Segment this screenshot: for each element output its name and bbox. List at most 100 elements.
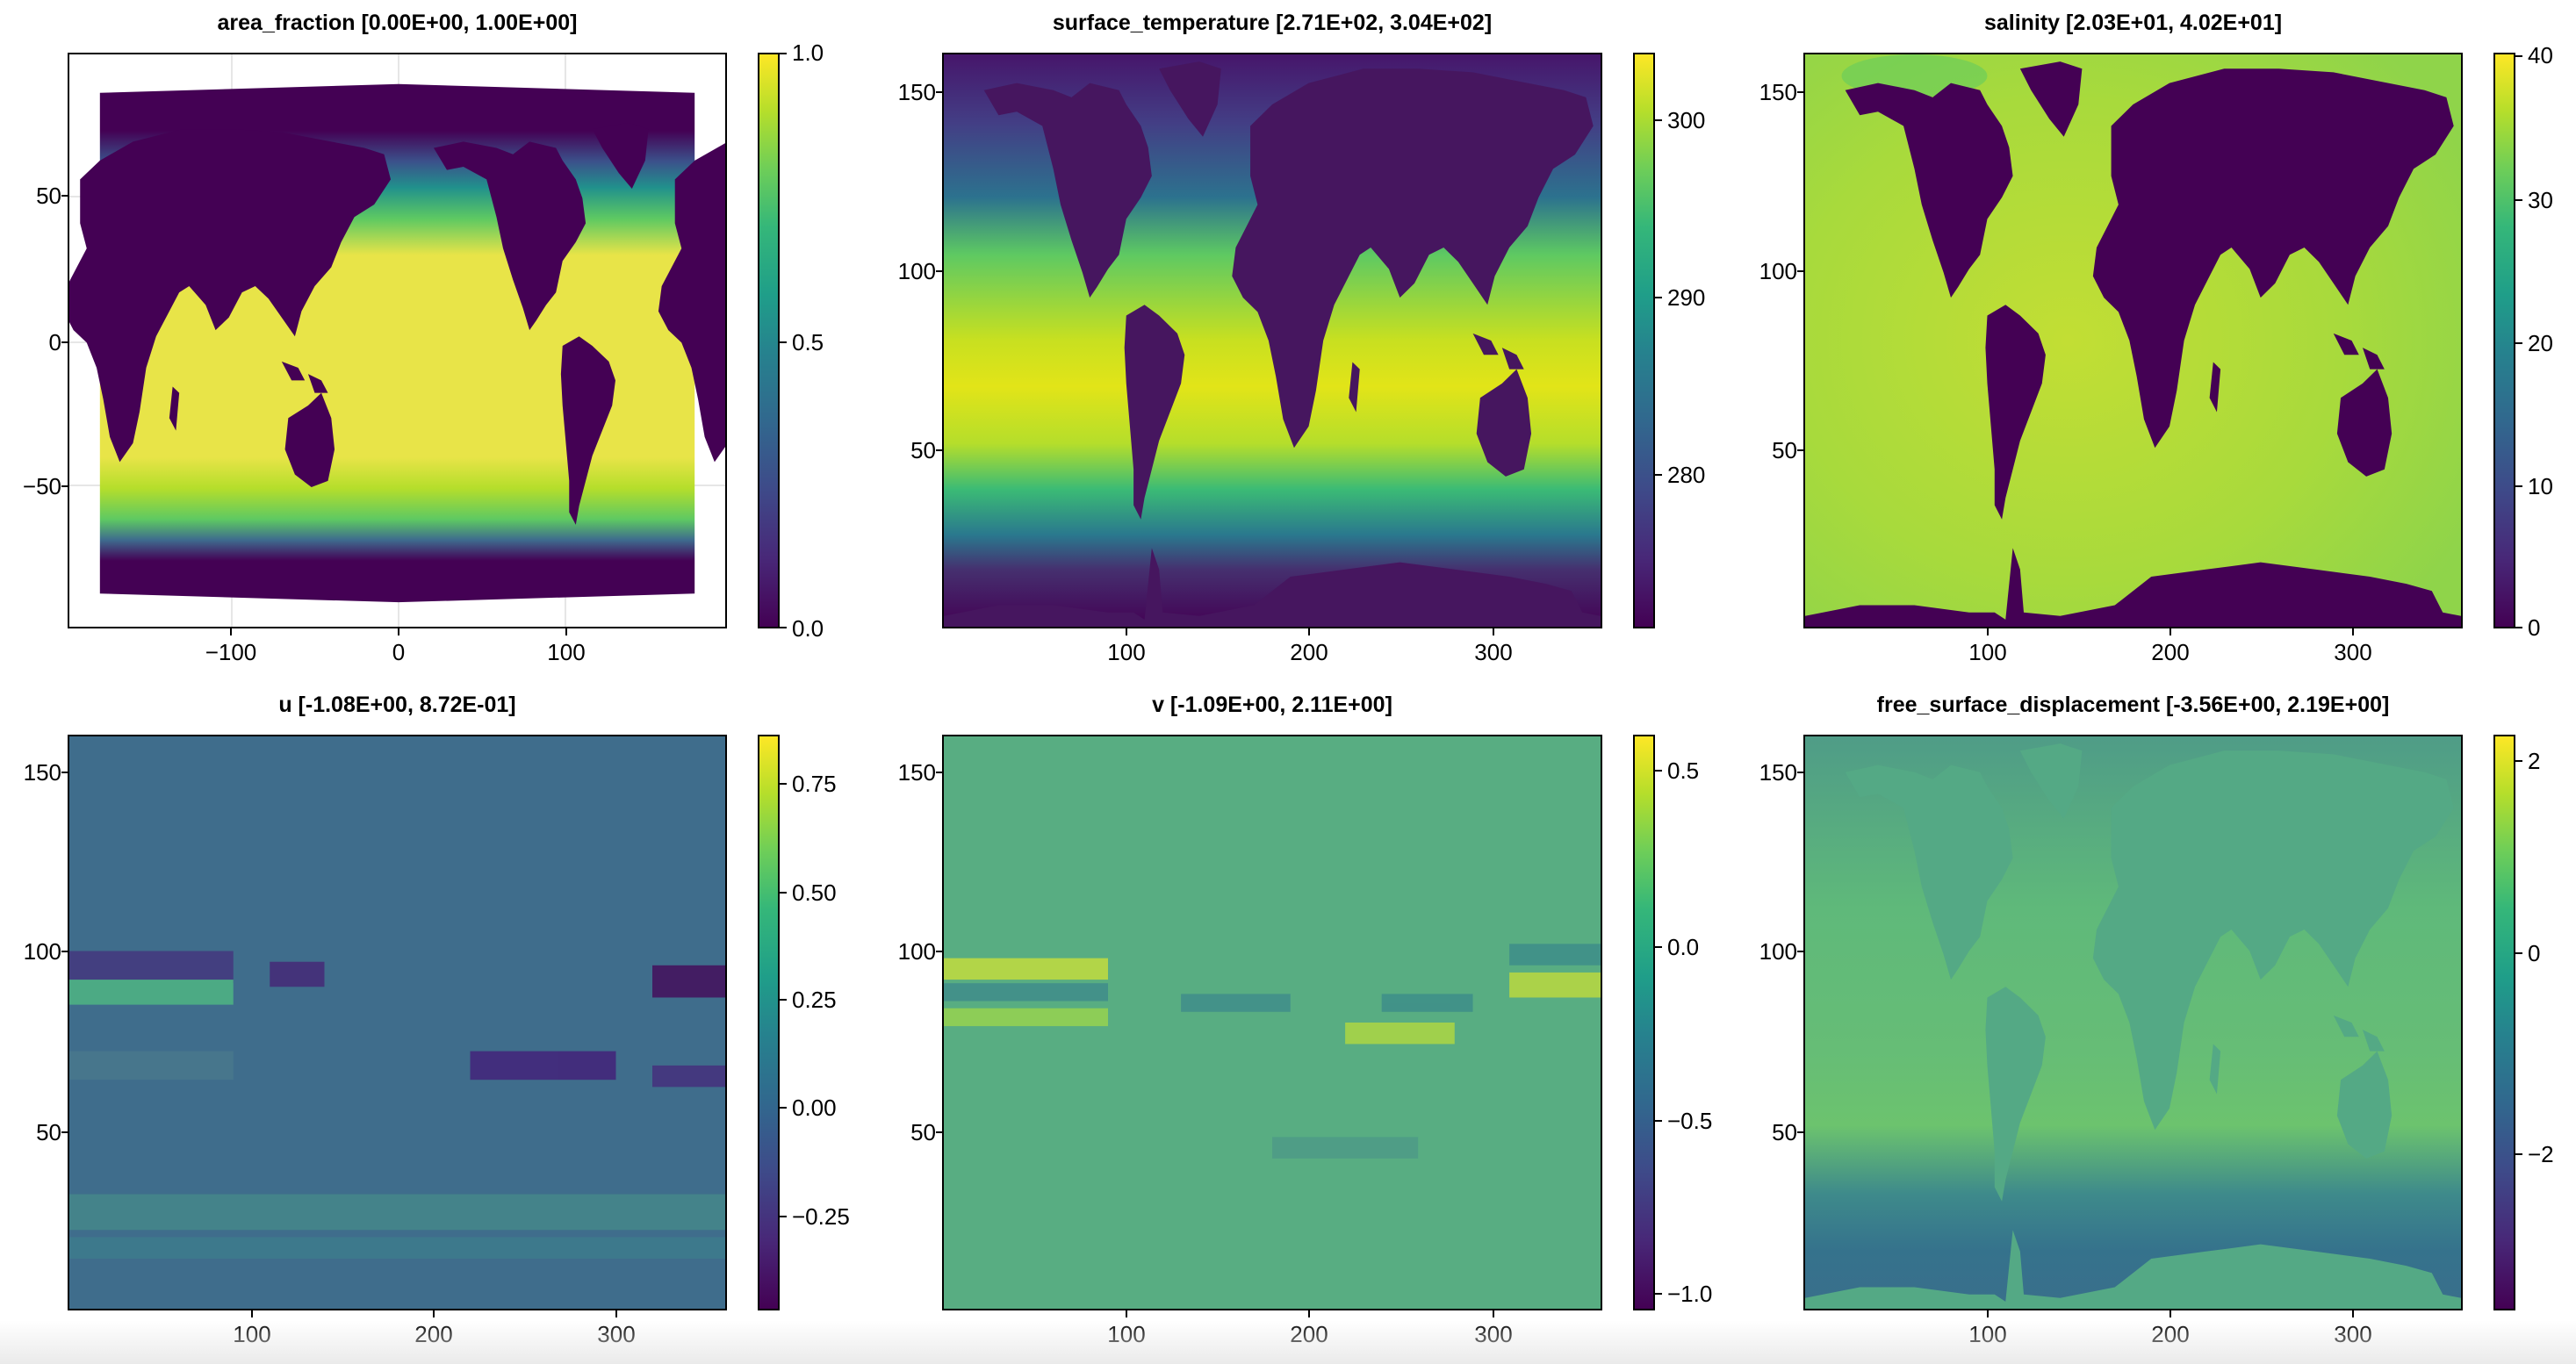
v-velocity-map <box>944 736 1601 1309</box>
ytick-label: 50 <box>36 1119 61 1145</box>
heatmap-axes[interactable] <box>942 735 1602 1310</box>
colorbar-tick <box>1655 474 1662 476</box>
colorbar-tick-label: 0.75 <box>792 771 837 797</box>
u-velocity-map <box>69 736 725 1309</box>
ytick-mark <box>61 772 68 773</box>
colorbar-tick <box>2515 1153 2522 1155</box>
xtick-label: 100 <box>1968 1321 2007 1347</box>
xtick-label: 100 <box>547 639 586 665</box>
colorbar-tick <box>780 999 787 1001</box>
ytick-label: 50 <box>1772 1119 1797 1145</box>
colorbar-tick <box>2515 485 2522 487</box>
panel-title: area_fraction [0.00E+00, 1.00E+00] <box>217 11 578 35</box>
colorbar-tick <box>780 1107 787 1109</box>
colorbar-tick-label: 10 <box>2528 473 2553 499</box>
xtick-label: 100 <box>1107 1321 1146 1347</box>
ytick-mark <box>936 1131 942 1133</box>
colorbar-tick <box>780 783 787 785</box>
ytick-mark <box>1797 772 1803 773</box>
xtick-mark <box>433 1310 435 1317</box>
ytick-mark <box>1797 270 1803 272</box>
ytick-mark <box>1797 449 1803 451</box>
xtick-mark <box>565 628 567 635</box>
xtick-mark <box>1126 1310 1127 1317</box>
colorbar-tick-label: 0.0 <box>1667 934 1700 960</box>
ytick-mark <box>61 951 68 952</box>
heatmap-axes[interactable] <box>1803 53 2463 628</box>
colorbar <box>2493 53 2515 628</box>
colorbar-tick-label: 0 <box>2528 940 2541 966</box>
ytick-label: 100 <box>23 938 61 965</box>
heatmap-axes[interactable] <box>942 53 1602 628</box>
ytick-label: 150 <box>1759 79 1797 105</box>
heatmap-axes[interactable] <box>68 53 727 628</box>
ytick-mark <box>61 341 68 343</box>
colorbar-tick <box>1655 1293 1662 1295</box>
colorbar-tick <box>2515 627 2522 628</box>
xtick-label: 200 <box>414 1321 453 1347</box>
xtick-mark <box>1493 1310 1494 1317</box>
panel-title: u [-1.08E+00, 8.72E-01] <box>278 693 516 717</box>
colorbar-tick-label: 300 <box>1667 107 1706 133</box>
xtick-mark <box>251 1310 253 1317</box>
ytick-mark <box>1797 1131 1803 1133</box>
colorbar-tick-label: 280 <box>1667 462 1706 488</box>
xtick-mark <box>1308 628 1310 635</box>
ytick-label: 50 <box>36 183 61 209</box>
ytick-label: 50 <box>1772 437 1797 463</box>
colorbar-tick <box>2515 760 2522 762</box>
xtick-mark <box>1987 1310 1989 1317</box>
salinity-map <box>1805 54 2461 627</box>
colorbar-tick-label: 0.5 <box>1667 757 1700 784</box>
xtick-label: 100 <box>233 1321 271 1347</box>
colorbar-tick-label: 2 <box>2528 748 2541 774</box>
ytick-mark <box>936 270 942 272</box>
colorbar <box>758 53 780 628</box>
colorbar-tick-label: 0.5 <box>792 329 824 355</box>
heatmap-axes[interactable] <box>68 735 727 1310</box>
xtick-label: 300 <box>1474 1321 1513 1347</box>
colorbar-tick <box>1655 297 1662 298</box>
panel-title: v [-1.09E+00, 2.11E+00] <box>1152 693 1392 717</box>
ytick-label: 100 <box>1759 258 1797 284</box>
xtick-label: 200 <box>2151 639 2190 665</box>
area-fraction-map <box>69 54 725 627</box>
ytick-mark <box>61 195 68 197</box>
colorbar-tick-label: −0.25 <box>792 1203 850 1230</box>
xtick-label: 300 <box>1474 639 1513 665</box>
panel-title: free_surface_displacement [-3.56E+00, 2.… <box>1876 693 2390 717</box>
colorbar-tick-label: 30 <box>2528 187 2553 213</box>
xtick-mark <box>2352 1310 2354 1317</box>
xtick-mark <box>2169 1310 2171 1317</box>
ytick-mark <box>936 449 942 451</box>
colorbar-tick <box>2515 55 2522 57</box>
ytick-mark <box>1797 951 1803 952</box>
ytick-mark <box>936 951 942 952</box>
ytick-label: 100 <box>897 938 936 965</box>
xtick-mark <box>398 628 399 635</box>
colorbar-tick <box>1655 770 1662 772</box>
ytick-mark <box>61 485 68 487</box>
panel-title: salinity [2.03E+01, 4.02E+01] <box>1983 11 2283 35</box>
xtick-mark <box>1308 1310 1310 1317</box>
colorbar-tick <box>2515 952 2522 954</box>
xtick-label: 200 <box>2151 1321 2190 1347</box>
colorbar <box>1633 53 1655 628</box>
xtick-label: −100 <box>205 639 257 665</box>
ytick-label: 0 <box>48 329 61 355</box>
surface-temperature-map <box>944 54 1601 627</box>
colorbar-tick-label: 40 <box>2528 42 2553 68</box>
colorbar-tick <box>1655 1120 1662 1122</box>
colorbar-tick-label: −1.0 <box>1667 1281 1713 1307</box>
colorbar-tick <box>780 53 787 54</box>
xtick-mark <box>2352 628 2354 635</box>
colorbar-tick-label: 0.00 <box>792 1095 837 1121</box>
colorbar <box>2493 735 2515 1310</box>
ytick-label: 150 <box>1759 759 1797 786</box>
xtick-mark <box>615 1310 617 1317</box>
ytick-mark <box>1797 91 1803 93</box>
ytick-label: 100 <box>897 258 936 284</box>
heatmap-axes[interactable] <box>1803 735 2463 1310</box>
ytick-mark <box>61 1131 68 1133</box>
colorbar-tick-label: 0.50 <box>792 879 837 906</box>
